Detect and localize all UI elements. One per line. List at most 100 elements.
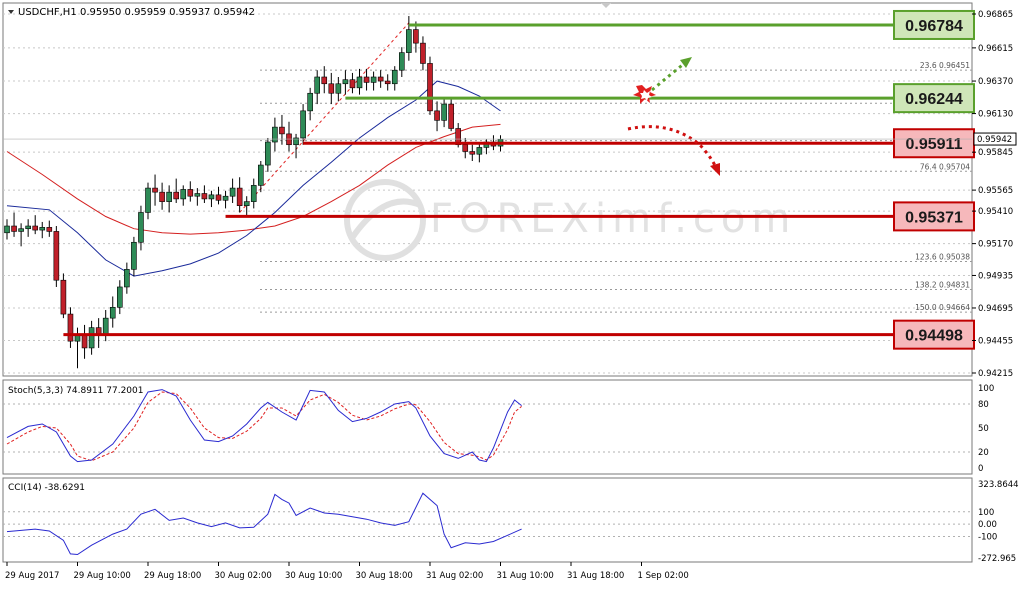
current-price-box: [973, 132, 1017, 146]
stoch-signal-line: [6, 391, 522, 462]
fib-level-label: 76.4 0.95704: [920, 162, 970, 171]
cci-tick-label: -272.965: [978, 554, 1016, 564]
fast-moving-average-line: [6, 80, 501, 277]
cci-tick-label: 100: [978, 508, 994, 518]
resistance-level-box: 0.96244: [893, 83, 975, 114]
candle-body: [462, 144, 469, 152]
candle-body: [18, 228, 24, 232]
candle-body: [265, 141, 271, 166]
candle-body: [406, 29, 412, 53]
main-grid: [3, 13, 972, 374]
candle-body: [328, 83, 335, 94]
cci-tick-label: -100: [978, 533, 997, 543]
candle-body: [39, 227, 46, 231]
candle-body: [377, 76, 384, 82]
candle-body: [124, 269, 130, 288]
candle-body: [300, 110, 306, 139]
symbol-menu-icon[interactable]: [8, 10, 14, 14]
price-tick-label: 0.94215: [978, 369, 1013, 379]
level-price-label: 0.95911: [906, 136, 963, 153]
candle-body: [201, 193, 208, 200]
candle-body: [314, 76, 321, 94]
candle-body: [194, 193, 201, 197]
fib-trend-line: [239, 22, 410, 213]
fib-level-label: 150.0 0.94664: [915, 303, 970, 312]
candle-body: [4, 225, 10, 234]
candle-body: [25, 225, 31, 230]
candle-body: [229, 187, 236, 197]
cci-label: CCI(14) -38.6291: [8, 483, 85, 493]
candle-body: [117, 286, 123, 308]
level-box-frame: [893, 9, 975, 40]
candle-body: [469, 151, 476, 155]
scroll-indicator-icon[interactable]: [601, 3, 611, 8]
candle-body: [427, 63, 433, 112]
time-tick-label: 31 Aug 02:00: [426, 571, 483, 581]
fib-level-label: 123.6 0.95038: [915, 253, 970, 262]
stoch-main-line: [6, 389, 522, 463]
price-tick-label: 0.95410: [978, 207, 1013, 217]
candle-body: [434, 110, 440, 121]
stochastic-panel: 100 80 50 20 0 Stoch(5,3,3) 74.8911 77.2001: [3, 384, 994, 474]
stoch-tick-label: 50: [978, 424, 989, 434]
candle-body: [420, 42, 426, 64]
candle-body: [441, 103, 447, 121]
main-panel-frame: [2, 2, 973, 377]
price-tick-label: 0.94695: [978, 304, 1013, 314]
symbol-label: USDCHF,H1: [18, 7, 77, 18]
current-price-label: 0.95942: [977, 135, 1012, 145]
cci-tick-label: 0.00: [978, 520, 997, 530]
candle-body: [109, 306, 116, 319]
time-tick-label: 31 Aug 18:00: [567, 571, 624, 581]
candle-body: [257, 164, 264, 186]
stoch-tick-label: 100: [978, 384, 994, 394]
candle-body: [215, 194, 222, 201]
candle-body: [335, 83, 342, 94]
candle-body: [67, 313, 74, 342]
time-tick-label: 29 Aug 18:00: [144, 571, 201, 581]
stoch-tick-label: 0: [978, 464, 983, 474]
time-tick-label: 30 Aug 02:00: [215, 571, 272, 581]
candle-body: [363, 76, 370, 83]
watermark-logo-swoosh: [349, 198, 422, 240]
candle-body: [32, 225, 39, 231]
cci-panel-frame: [2, 477, 973, 563]
candle-body: [243, 201, 250, 206]
level-price-label: 0.96784: [905, 18, 963, 35]
slow-moving-average-line: [6, 123, 501, 235]
time-tick-label: 30 Aug 18:00: [356, 571, 413, 581]
candle-body: [159, 191, 165, 202]
candle-body: [384, 80, 391, 85]
price-tick-label: 0.95565: [978, 186, 1013, 196]
level-price-label: 0.94498: [905, 328, 963, 345]
support-resistance-levels[interactable]: 0.96784 0.96244 0.95911 0.95371 0.94498: [63, 9, 975, 350]
time-tick-label: 1 Sep 02:00: [638, 571, 689, 581]
watermark-logo-circle: [344, 179, 426, 261]
moving-averages: [6, 80, 501, 277]
level-box-frame: [893, 319, 975, 350]
candle-body: [102, 317, 109, 335]
time-tick-label: 29 Aug 10:00: [74, 571, 131, 581]
candle-body: [53, 231, 60, 281]
cci-tick-label: 323.8644: [978, 480, 1019, 490]
candle-body: [138, 212, 144, 243]
stoch-label: Stoch(5,3,3) 74.8911 77.2001: [8, 386, 143, 396]
bullish-arrowhead-icon: [680, 57, 692, 68]
fibonacci-levels: 23.6 0.9645138.2 0.9620661.8 0.9593076.4…: [239, 22, 972, 313]
candle-body: [307, 92, 313, 112]
price-tick-label: 0.96370: [978, 77, 1013, 87]
time-tick-label: 31 Aug 10:00: [497, 571, 554, 581]
bearish-forecast-arrow: [627, 125, 718, 169]
candle-body: [476, 147, 483, 155]
level-price-label: 0.96244: [905, 91, 963, 108]
time-axis: 29 Aug 2017 29 Aug 10:00 29 Aug 18:00 30 Au…: [5, 562, 689, 581]
level-box-frame: [893, 128, 975, 159]
candle-body: [321, 76, 328, 85]
candle-body: [398, 52, 405, 71]
level-box-frame: [893, 201, 975, 232]
watermark-text: FOREXimf.com: [430, 196, 796, 242]
breakout-star-core: [640, 90, 652, 101]
time-tick-label: 29 Aug 2017: [5, 571, 59, 581]
